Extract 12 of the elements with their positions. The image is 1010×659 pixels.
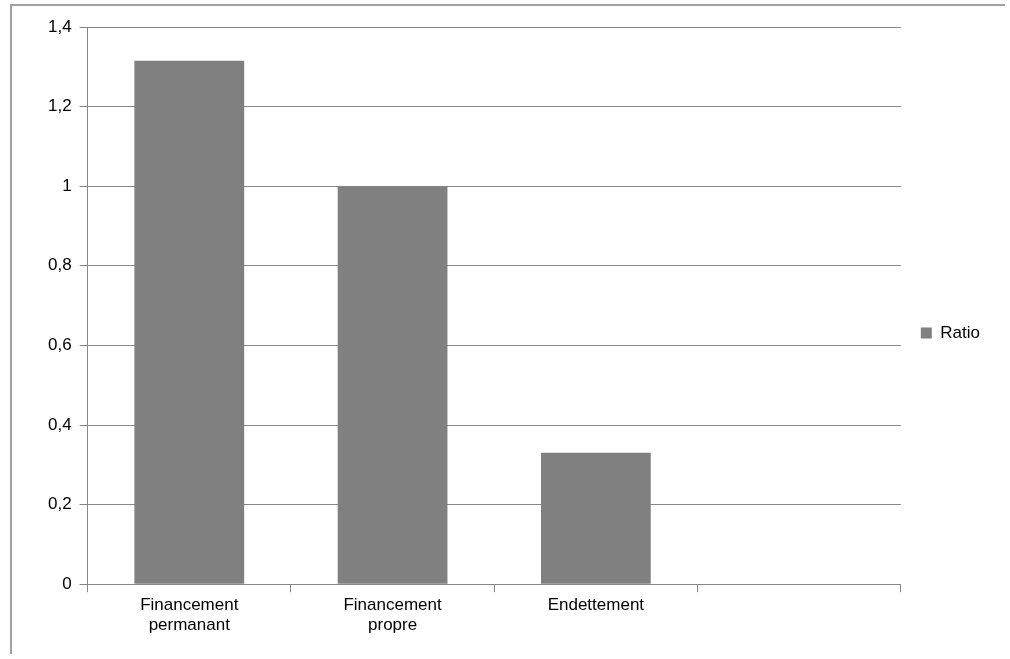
y-tick-label: 0 xyxy=(62,573,72,593)
y-tick-label: 0,6 xyxy=(47,335,72,355)
y-tick-label: 0,2 xyxy=(47,494,72,514)
legend-label: Ratio xyxy=(940,322,980,342)
y-tick-label: 0,8 xyxy=(47,255,72,275)
x-tick-label: Financement propre xyxy=(343,595,442,635)
x-tick-label: Endettement xyxy=(547,595,645,615)
y-tick-label: 1,2 xyxy=(47,96,72,116)
y-tick-label: 1,4 xyxy=(47,16,72,36)
y-tick-label: 1 xyxy=(62,175,72,195)
y-tick-label: 0,4 xyxy=(47,414,72,434)
x-tick-label: Financement permanant xyxy=(140,595,239,635)
